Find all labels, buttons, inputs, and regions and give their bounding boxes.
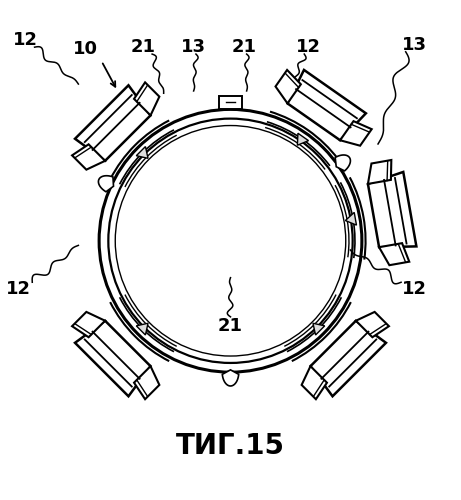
Polygon shape (297, 133, 308, 145)
Polygon shape (301, 366, 327, 399)
Polygon shape (134, 82, 160, 116)
Polygon shape (313, 324, 325, 335)
Text: 21: 21 (218, 317, 243, 335)
Polygon shape (368, 160, 391, 184)
Polygon shape (340, 121, 372, 146)
Polygon shape (222, 370, 239, 386)
Text: 21: 21 (130, 38, 155, 56)
Text: 13: 13 (402, 36, 427, 54)
Polygon shape (136, 324, 148, 335)
Polygon shape (75, 320, 151, 396)
Text: 21: 21 (232, 38, 257, 56)
Polygon shape (310, 320, 386, 396)
Polygon shape (356, 312, 389, 337)
Polygon shape (72, 312, 105, 337)
Polygon shape (288, 70, 366, 140)
Polygon shape (345, 212, 356, 225)
Text: 12: 12 (6, 280, 31, 298)
Text: 12: 12 (13, 31, 38, 49)
Polygon shape (379, 243, 409, 265)
Text: ΤИГ.15: ΤИГ.15 (176, 432, 285, 460)
Polygon shape (219, 96, 242, 110)
Text: 13: 13 (181, 38, 206, 56)
Polygon shape (134, 366, 160, 399)
Polygon shape (98, 176, 113, 192)
Polygon shape (276, 70, 301, 103)
Polygon shape (72, 144, 105, 170)
Text: 12: 12 (296, 38, 321, 56)
Text: 10: 10 (73, 40, 98, 58)
Polygon shape (75, 86, 151, 161)
Text: 12: 12 (402, 280, 427, 298)
Polygon shape (335, 155, 350, 171)
Polygon shape (136, 146, 148, 158)
Polygon shape (368, 172, 416, 247)
